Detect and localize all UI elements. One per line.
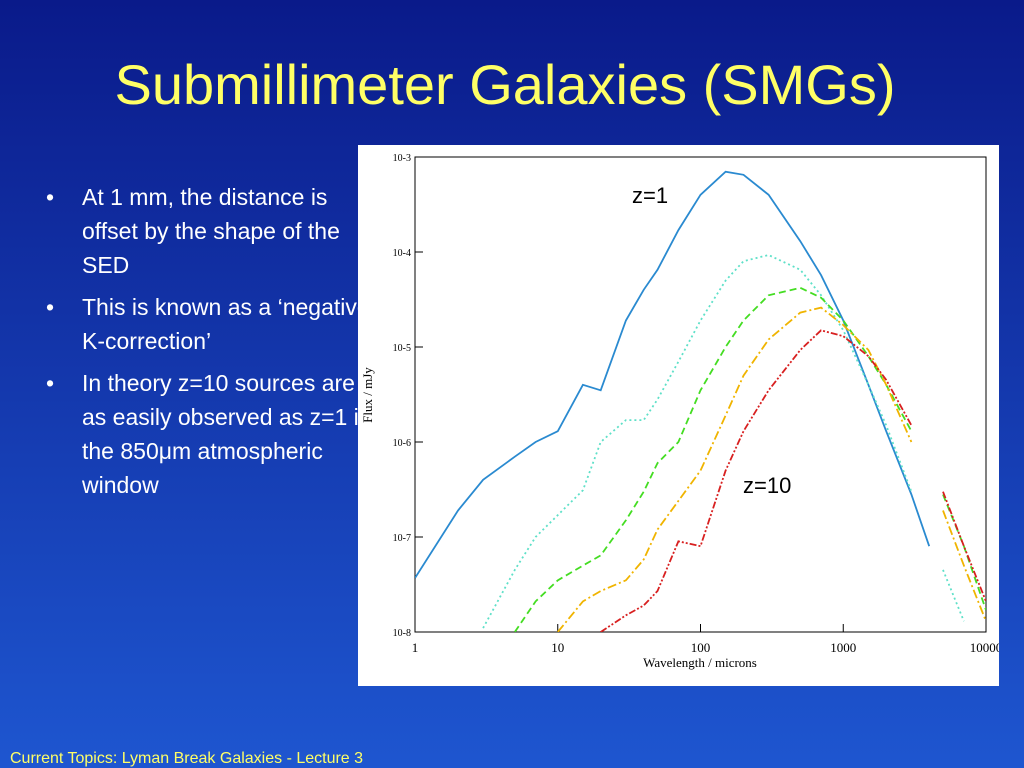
sed-line (514, 286, 986, 632)
bullet: This is known as a ‘negative K-correctio… (46, 290, 372, 358)
y-tick-label: 10-8 (393, 628, 411, 639)
x-tick-label: 1000 (830, 640, 856, 655)
annotation: z=10 (743, 473, 791, 498)
x-tick-label: 100 (691, 640, 711, 655)
x-tick-label: 10 (551, 640, 564, 655)
chart-background (358, 145, 999, 686)
x-tick-label: 1 (412, 640, 419, 655)
sed-line (600, 329, 986, 632)
y-axis-label: Flux / mJy (360, 367, 375, 423)
y-tick-label: 10-5 (393, 343, 411, 354)
annotation: z=1 (632, 183, 668, 208)
footer: Current Topics: Lyman Break Galaxies - L… (10, 750, 364, 767)
x-axis-label: Wavelength / microns (643, 655, 757, 670)
sed-line (482, 254, 965, 629)
bullet-list: At 1 mm, the distance is offset by the s… (40, 180, 372, 510)
slide-title: Submillimeter Galaxies (SMGs) (114, 53, 896, 116)
bullet: In theory z=10 sources are as easily obs… (46, 366, 372, 502)
y-tick-label: 10-4 (393, 248, 411, 259)
chart: Wavelength / microns Flux / mJy z=1 z=10… (358, 145, 999, 686)
x-tick-label: 10000 (970, 640, 999, 655)
y-tick-label: 10-7 (393, 533, 411, 544)
y-tick-label: 10-6 (393, 438, 411, 449)
sed-line (557, 306, 986, 632)
plot-area (415, 170, 986, 632)
y-tick-label: 10-3 (393, 153, 411, 164)
bullet: At 1 mm, the distance is offset by the s… (46, 180, 372, 282)
